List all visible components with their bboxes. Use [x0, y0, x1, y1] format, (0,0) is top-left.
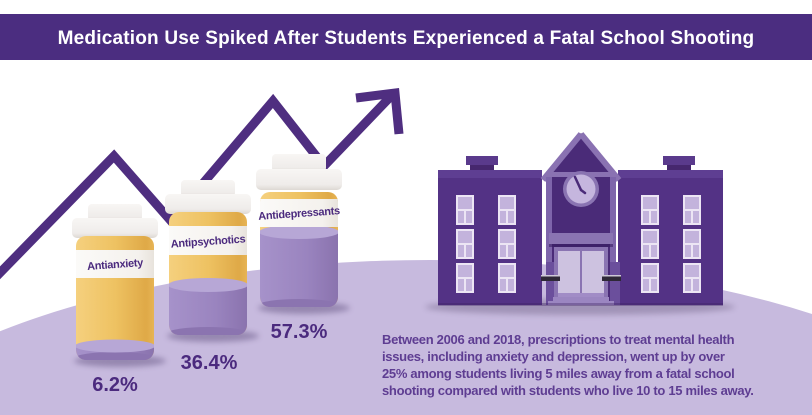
door-side-post: [610, 262, 620, 305]
window-icon: [641, 263, 659, 293]
caption-line: issues, including anxiety and depression…: [382, 349, 725, 364]
trend-arrow-head: [355, 87, 404, 135]
handrail-highlight: [541, 275, 560, 277]
entrance-door-icon: [541, 233, 621, 305]
bottle-label-band: [260, 199, 338, 227]
caption-text: Between 2006 and 2018, prescriptions to …: [382, 332, 754, 398]
bottle-cap: [72, 218, 158, 238]
door-panel: [582, 251, 604, 295]
fill-top-surface: [260, 225, 338, 239]
pill-bottle-antipsychotics: Antipsychotics: [165, 180, 251, 335]
window-icon: [641, 195, 659, 225]
window-icon: [456, 229, 474, 259]
trend-arrow-shaft: [0, 89, 398, 280]
bottle-cap: [256, 169, 342, 190]
bottle-value: 6.2%: [92, 374, 138, 396]
door-step: [553, 297, 609, 301]
caption-line: 25% among students living 5 miles away f…: [382, 366, 735, 381]
window-icon: [683, 229, 701, 259]
building-base-line: [438, 303, 723, 306]
handrail-highlight: [602, 275, 621, 277]
fill-bottom-rim: [169, 327, 247, 335]
door-step: [558, 293, 604, 297]
caption-line: shooting compared with students who live…: [382, 383, 754, 398]
page-title: Medication Use Spiked After Students Exp…: [58, 28, 755, 49]
canopy-shadow: [549, 244, 613, 247]
bottle-label: Antipsychotics: [170, 233, 245, 250]
bottle-cap-top: [88, 204, 142, 221]
window-icon: [498, 229, 516, 259]
door-step: [548, 301, 614, 305]
right-wing-roofline: [618, 170, 723, 178]
right-wing-wall: [618, 177, 723, 305]
tower-gable: [546, 133, 616, 177]
window-icon: [498, 195, 516, 225]
handrail-icon: [541, 275, 560, 281]
fill-bottom-rim: [76, 352, 154, 360]
door-panel: [558, 251, 580, 295]
bottle-value: 36.4%: [181, 352, 238, 374]
bottle-cap: [165, 194, 251, 214]
bottle-cap-top: [272, 154, 326, 172]
pill-bottle-antidepressants: Antidepressants: [256, 154, 342, 307]
fill-bottom-rim: [260, 299, 338, 307]
bottle-value: 57.3%: [271, 321, 328, 343]
window-icon: [683, 195, 701, 225]
school-building-icon: [425, 132, 735, 315]
bottle-label-band: [169, 226, 247, 255]
door-canopy: [549, 233, 613, 244]
bottle-label-band: [76, 250, 154, 278]
left-wing-roofline: [438, 170, 542, 178]
bottle-label: Antianxiety: [87, 257, 145, 273]
bottle-medication-fill: [169, 284, 247, 335]
window-icon: [641, 229, 659, 259]
bottle-medication-fill: [260, 231, 338, 307]
door-side-post: [546, 262, 556, 305]
zigzag-up-trend-arrow-icon: [0, 87, 404, 280]
window-icon: [498, 263, 516, 293]
title-banner: Medication Use Spiked After Students Exp…: [0, 14, 812, 60]
caption-line: Between 2006 and 2018, prescriptions to …: [382, 332, 735, 347]
window-icon: [456, 195, 474, 225]
pill-bottle-antianxiety: Antianxiety: [72, 204, 158, 360]
handrail-icon: [602, 275, 621, 281]
left-wing-wall: [438, 177, 542, 305]
bottle-cap-top: [181, 180, 235, 197]
window-icon: [456, 263, 474, 293]
clock-icon: [563, 171, 599, 207]
bottle-label: Antidepressants: [258, 205, 341, 223]
fill-top-surface: [76, 339, 154, 353]
fill-top-surface: [169, 278, 247, 292]
window-icon: [683, 263, 701, 293]
banner-background: [0, 14, 812, 60]
